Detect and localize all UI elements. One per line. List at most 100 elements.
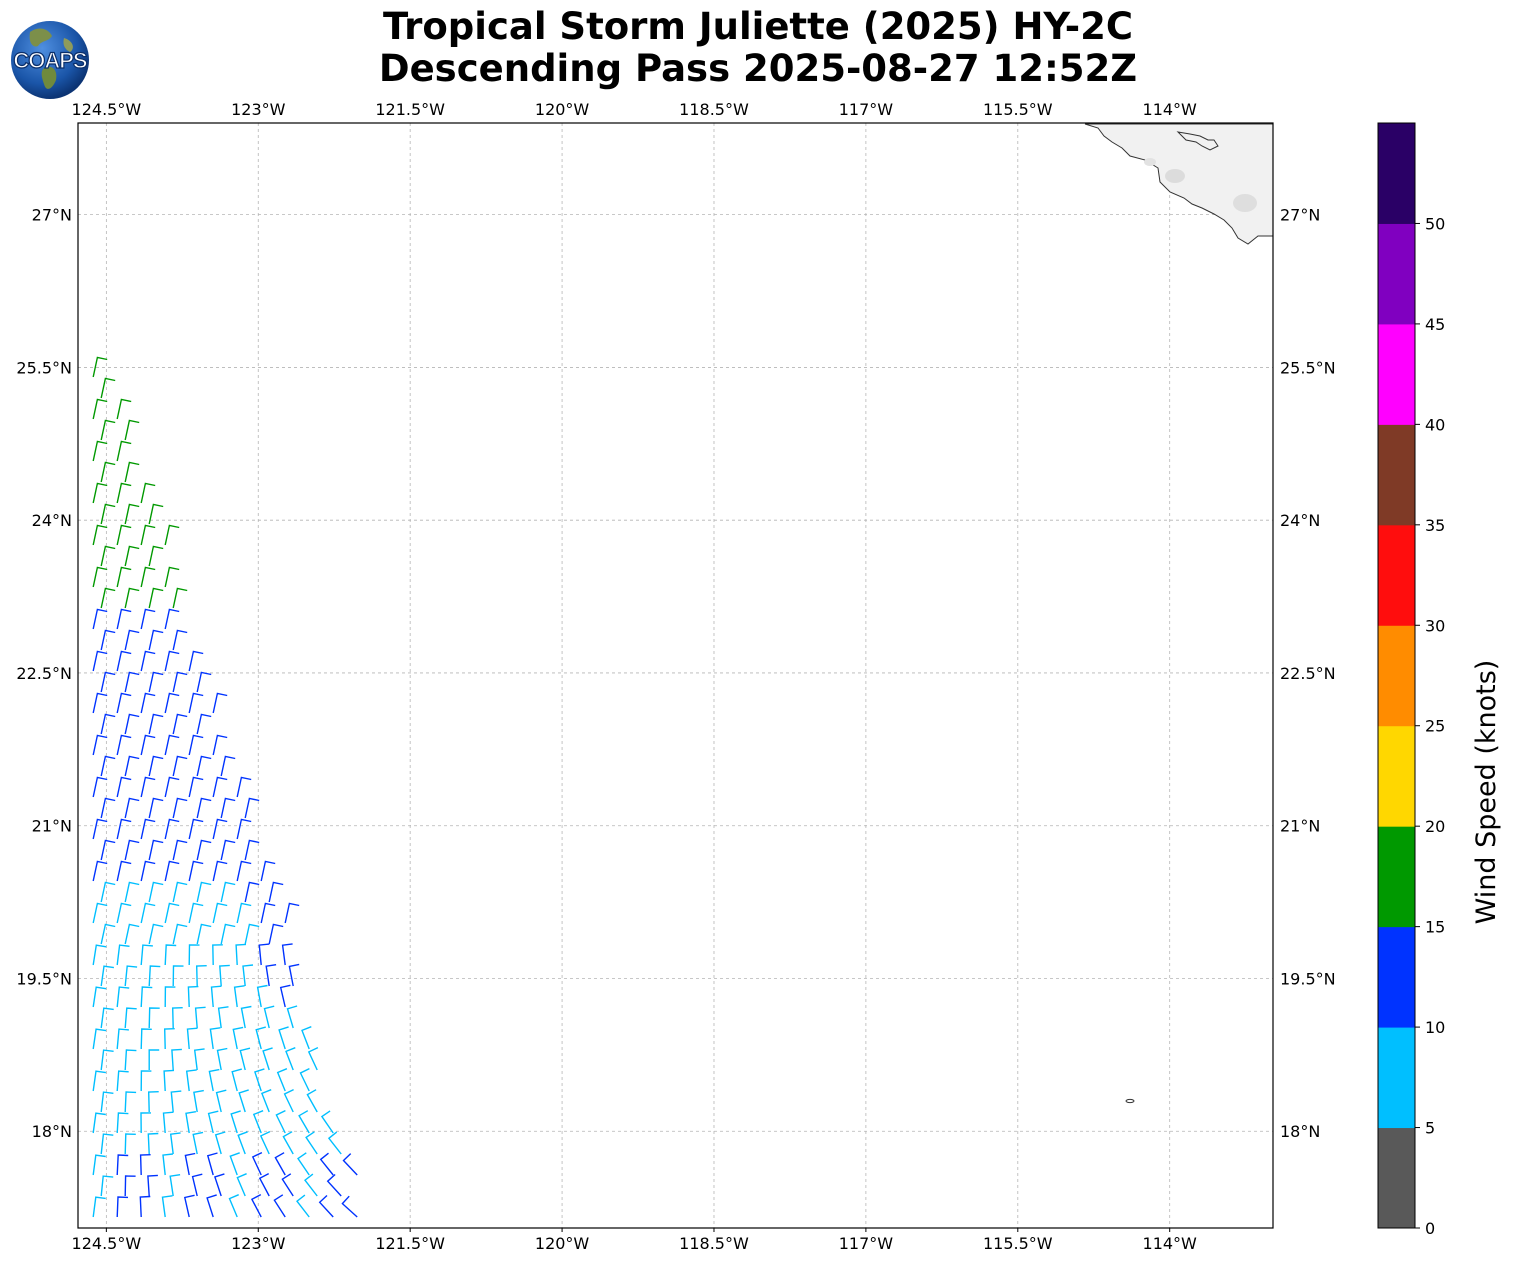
wind-barb xyxy=(140,818,156,840)
wind-barb xyxy=(116,1112,129,1134)
wind-barb xyxy=(276,1068,288,1092)
wind-barb xyxy=(139,1195,151,1218)
colorbar-tick-label: 10 xyxy=(1425,1018,1445,1037)
wind-barb xyxy=(342,1153,358,1176)
wind-barb xyxy=(196,671,212,693)
wind-barb xyxy=(100,419,116,441)
wind-barb xyxy=(164,524,180,546)
wind-barb xyxy=(148,1007,160,1029)
wind-barb xyxy=(116,524,132,546)
wind-barb xyxy=(214,1173,225,1197)
lon-tick-label-top: 120°W xyxy=(535,100,590,119)
wind-barb xyxy=(188,650,204,672)
colorbar-bin xyxy=(1378,424,1415,526)
lat-tick-label-right: 21°N xyxy=(1280,817,1320,836)
wind-barb xyxy=(260,902,276,924)
wind-barb xyxy=(148,797,164,819)
wind-barb xyxy=(236,818,252,840)
wind-barb xyxy=(196,923,212,945)
wind-barb xyxy=(116,1028,129,1050)
wind-barb xyxy=(212,944,223,966)
wind-barb xyxy=(171,1048,182,1071)
lon-tick-label-bottom: 115.5°W xyxy=(983,1234,1053,1253)
wind-barb xyxy=(148,503,164,525)
colorbar-tick-label: 20 xyxy=(1425,817,1445,836)
wind-barb xyxy=(171,1007,183,1029)
wind-barb xyxy=(164,692,180,714)
lon-tick-label-bottom: 124.5°W xyxy=(72,1234,142,1253)
lat-tick-label-right: 27°N xyxy=(1280,206,1320,225)
wind-barb xyxy=(163,1028,175,1050)
wind-barb xyxy=(116,566,132,588)
graticule-gridlines xyxy=(78,123,1273,1228)
wind-barb xyxy=(240,1005,252,1029)
colorbar-tick-label: 40 xyxy=(1425,415,1445,434)
colorbar-tick-label: 45 xyxy=(1425,315,1445,334)
wind-barb xyxy=(100,545,116,567)
wind-barb xyxy=(268,881,284,903)
wind-barb xyxy=(124,419,140,441)
wind-barb xyxy=(163,1069,175,1092)
wind-barb xyxy=(116,398,132,420)
wind-barb xyxy=(148,839,164,861)
wind-barb xyxy=(212,818,228,840)
wind-barb xyxy=(220,755,236,777)
wind-barb xyxy=(229,1152,240,1176)
wind-barb xyxy=(209,1027,221,1050)
wind-barb xyxy=(147,1174,158,1197)
wind-barb xyxy=(281,1173,294,1197)
map-title-line1: Tropical Storm Juliette (2025) HY-2C xyxy=(382,5,1134,48)
wind-barb xyxy=(297,1152,310,1176)
wind-barb xyxy=(169,1174,181,1197)
wind-barb xyxy=(212,902,228,924)
wind-barb xyxy=(236,902,252,924)
wind-barb xyxy=(140,524,156,546)
colorbar-bin xyxy=(1378,223,1415,325)
wind-barb xyxy=(140,734,156,756)
lon-tick-label-bottom: 118.5°W xyxy=(679,1234,749,1253)
wind-barb xyxy=(124,881,140,903)
colorbar-tick-label: 5 xyxy=(1425,1119,1435,1138)
wind-barb xyxy=(139,1154,151,1176)
wind-barb xyxy=(242,964,254,987)
wind-barb xyxy=(230,1110,241,1134)
wind-barb xyxy=(100,1175,114,1197)
wind-barb xyxy=(92,860,108,882)
colorbar-bin xyxy=(1378,323,1415,425)
lon-tick-label-bottom: 120°W xyxy=(535,1234,590,1253)
baja-california-land xyxy=(1084,123,1274,1104)
wind-barb xyxy=(212,860,228,882)
wind-barb xyxy=(116,902,132,924)
wind-barb xyxy=(148,965,161,987)
wind-barb xyxy=(140,776,156,798)
wind-barb xyxy=(233,985,245,1008)
wind-barb xyxy=(124,629,140,651)
wind-barb xyxy=(92,776,108,798)
wind-barb xyxy=(188,818,204,840)
wind-barb xyxy=(124,1175,136,1197)
wind-barb xyxy=(116,608,132,630)
lat-tick-label-right: 24°N xyxy=(1280,511,1320,530)
wind-barb xyxy=(100,755,116,777)
wind-barb xyxy=(164,608,180,630)
lat-tick-label-right: 19.5°N xyxy=(1280,969,1336,988)
wind-barb xyxy=(100,923,116,945)
wind-barb xyxy=(100,1133,114,1155)
wind-barb xyxy=(92,482,108,504)
wind-barb xyxy=(196,797,212,819)
wind-barb xyxy=(116,1196,129,1218)
wind-barb xyxy=(148,1049,160,1070)
wind-barb xyxy=(92,818,108,840)
wind-barb xyxy=(164,734,180,756)
colorbar-label: Wind Speed (knots) xyxy=(1471,660,1502,925)
wind-barb xyxy=(162,1153,173,1176)
wind-barb xyxy=(92,692,108,714)
wind-barb xyxy=(116,1070,129,1092)
wind-barb xyxy=(262,1047,273,1071)
wind-barb xyxy=(124,965,138,987)
wind-barb xyxy=(250,1193,262,1218)
wind-barb xyxy=(236,776,252,798)
wind-barb xyxy=(100,503,116,525)
wind-barb xyxy=(148,629,164,651)
lat-tick-label-left: 24°N xyxy=(32,511,72,530)
